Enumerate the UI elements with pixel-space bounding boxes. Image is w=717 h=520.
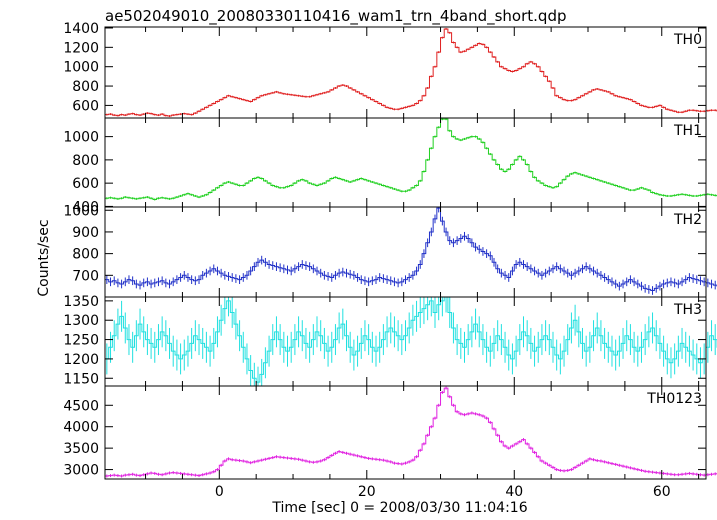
y-ticks: 700 800 900 1000 [63,203,706,284]
panel-label: TH0123 [646,391,702,407]
y-tick-label: 1300 [63,313,99,329]
y-tick-label: 1200 [63,40,99,56]
panel-label: TH3 [673,302,702,318]
y-ticks: 3000 3500 4000 4500 [63,398,706,479]
panel-th1: 400 600 800 1000 TH1 [63,117,717,215]
series-th2 [105,207,717,295]
panel-th2: 700 800 900 1000 TH2 [63,203,717,298]
panel-frame [104,385,707,480]
series-th0 [105,27,717,118]
x-tick-labels: 0 20 40 60 [215,484,671,500]
y-tick-label: 700 [72,268,99,284]
series-line [105,207,717,291]
y-tick-label: 4000 [63,420,99,436]
series-line [105,387,717,477]
x-ticks [145,386,700,479]
x-ticks [145,118,700,207]
x-ticks [145,207,700,297]
y-tick-label: 1000 [63,60,99,76]
y-tick-label: 4500 [63,398,99,414]
error-bars [106,207,716,295]
y-tick-label: 1150 [63,371,99,387]
y-tick-label: 1200 [63,352,99,368]
x-tick-label: 40 [505,484,523,500]
y-tick-label: 800 [72,247,99,263]
series-th0123 [105,386,717,478]
y-tick-label: 400 [72,199,99,215]
x-tick-label: 0 [215,484,224,500]
error-bars [106,297,716,386]
x-ticks [145,297,700,386]
y-tick-label: 600 [72,176,99,192]
error-bars [106,386,716,478]
panel-th0123: 3000 3500 4000 4500 TH0123 [63,385,717,480]
series-line [105,296,717,383]
series-th3 [105,296,717,386]
y-ticks: 400 600 800 1000 [63,130,706,215]
y-tick-label: 600 [72,98,99,114]
y-tick-label: 800 [72,153,99,169]
y-tick-label: 1400 [63,21,99,37]
panel-frame [104,26,707,119]
x-axis-label: Time [sec] 0 = 2008/03/30 11:04:16 [271,500,527,516]
x-tick-label: 60 [653,484,671,500]
y-tick-label: 3500 [63,441,99,457]
series-th1 [105,118,717,201]
series-line [105,28,717,117]
y-tick-label: 1000 [63,130,99,146]
panel-frame [104,117,707,208]
panel-label: TH1 [673,123,702,139]
error-bars [106,118,716,201]
y-ticks: 600 800 1000 1200 1400 [63,21,706,114]
y-ticks: 1150 1200 1250 1300 1350 [63,294,706,387]
series-line [105,118,717,200]
chart-title: ae502049010_20080330110416_wam1_trn_4ban… [105,7,567,26]
y-tick-label: 1000 [63,203,99,219]
y-axis-label: Counts/sec [36,219,52,296]
panel-th3: 1150 1200 1250 1300 1350 TH3 [63,294,717,387]
y-tick-label: 1250 [63,333,99,349]
panel-th0: 600 800 1000 1200 1400 TH0 [63,21,717,119]
panel-label: TH0 [673,32,702,48]
y-tick-label: 1350 [63,294,99,310]
y-tick-label: 3000 [63,463,99,479]
error-bars [106,27,716,118]
x-ticks [145,27,700,118]
panel-label: TH2 [673,212,702,228]
y-tick-label: 800 [72,79,99,95]
x-tick-label: 20 [358,484,376,500]
y-tick-label: 900 [72,225,99,241]
